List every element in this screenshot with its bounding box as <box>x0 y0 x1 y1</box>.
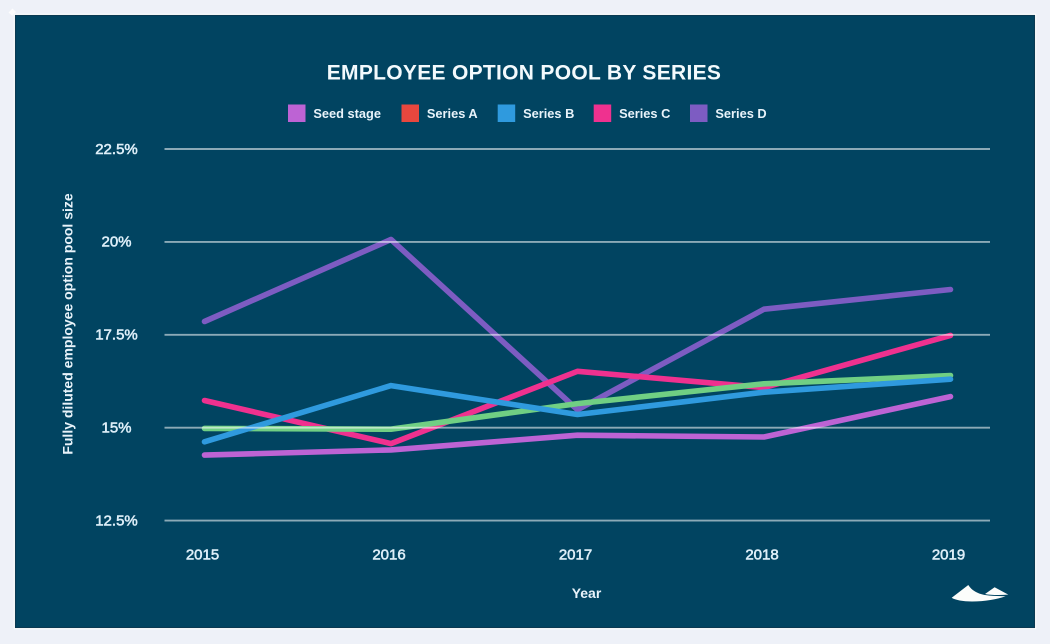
svg-text:20%: 20% <box>101 234 131 251</box>
svg-text:Year: Year <box>572 585 602 601</box>
svg-text:17.5%: 17.5% <box>95 327 138 344</box>
svg-text:2015: 2015 <box>186 547 219 564</box>
svg-text:22.5%: 22.5% <box>95 141 138 158</box>
svg-text:Series B: Series B <box>523 106 574 121</box>
svg-text:Fully diluted employee option: Fully diluted employee option pool size <box>59 193 75 455</box>
svg-text:2018: 2018 <box>745 547 778 564</box>
svg-text:2019: 2019 <box>932 547 965 564</box>
svg-text:Seed stage: Seed stage <box>313 106 381 121</box>
svg-text:2017: 2017 <box>559 547 592 564</box>
svg-text:Series D: Series D <box>715 106 766 121</box>
svg-text:2016: 2016 <box>372 547 405 564</box>
svg-text:12.5%: 12.5% <box>95 512 138 529</box>
svg-text:Series A: Series A <box>427 106 478 121</box>
svg-text:Series C: Series C <box>619 106 670 121</box>
svg-text:EMPLOYEE OPTION POOL BY SERIES: EMPLOYEE OPTION POOL BY SERIES <box>327 62 721 85</box>
svg-text:15%: 15% <box>101 420 131 437</box>
